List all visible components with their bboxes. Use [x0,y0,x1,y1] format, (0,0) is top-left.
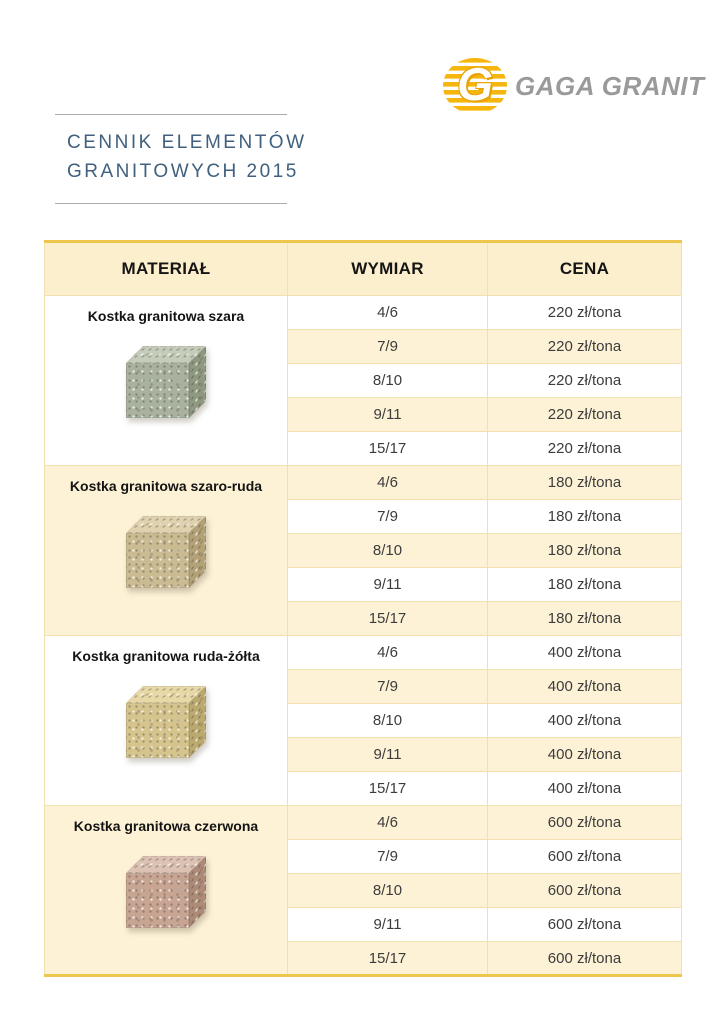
size-cell: 7/9 [287,499,488,534]
cube-front-face [126,873,189,928]
granite-cube-photo [126,516,206,588]
price-table: MATERIAŁ WYMIAR CENA Kostka granitowa sz… [44,240,682,977]
granite-cube-photo [126,686,206,758]
price-row: 7/9 600 zł/tona [45,839,682,874]
price-cell: 180 zł/tona [487,601,682,636]
material-cell: Kostka granitowa szaro-ruda [44,465,288,636]
price-row: 15/17 220 zł/tona [45,431,682,466]
price-cell: 220 zł/tona [487,295,682,330]
header-row: MATERIAŁ WYMIAR CENA [44,240,682,296]
price-cell: 400 zł/tona [487,771,682,806]
price-cell: 600 zł/tona [487,805,682,840]
material-cell: Kostka granitowa szara [44,295,288,466]
price-cell: 400 zł/tona [487,669,682,704]
size-cell: 15/17 [287,941,488,976]
column-header-material: MATERIAŁ [44,240,288,296]
material-cell: Kostka granitowa czerwona [44,805,288,976]
size-cell: 9/11 [287,737,488,772]
price-row: 15/17 600 zł/tona [45,941,682,976]
price-cell: 220 zł/tona [487,329,682,364]
price-row: 7/9 180 zł/tona [45,499,682,534]
material-cell: Kostka granitowa ruda-żółta [44,635,288,806]
material-name: Kostka granitowa czerwona [73,818,259,834]
size-cell: 8/10 [287,703,488,738]
size-cell: 15/17 [287,601,488,636]
logo-g-icon: G [443,58,507,114]
price-cell: 180 zł/tona [487,465,682,500]
logo-g-letter: G [457,58,493,110]
price-row: Kostka granitowa ruda-żółta 4/6 400 zł/t… [44,635,682,806]
size-cell: 7/9 [287,839,488,874]
price-cell: 220 zł/tona [487,397,682,432]
size-cell: 15/17 [287,431,488,466]
price-row: 7/9 220 zł/tona [45,329,682,364]
price-cell: 400 zł/tona [487,635,682,670]
size-cell: 15/17 [287,771,488,806]
price-row: 15/17 400 zł/tona [45,771,682,806]
size-cell: 8/10 [287,363,488,398]
price-cell: 180 zł/tona [487,499,682,534]
price-row: 9/11 400 zł/tona [45,737,682,772]
page-title-line2: GRANITOWYCH 2015 [67,161,299,183]
size-cell: 8/10 [287,533,488,568]
logo: G GAGA GRANIT [443,58,704,114]
material-name: Kostka granitowa szaro-ruda [69,478,263,494]
size-cell: 9/11 [287,567,488,602]
price-cell: 600 zł/tona [487,941,682,976]
material-name: Kostka granitowa szara [87,308,245,324]
size-cell: 4/6 [287,805,488,840]
price-cell: 600 zł/tona [487,907,682,942]
price-row: Kostka granitowa szara 4/6 220 zł/tona [44,295,682,466]
price-row: 8/10 180 zł/tona [45,533,682,568]
cube-front-face [126,533,189,588]
material-name: Kostka granitowa ruda-żółta [72,648,260,664]
size-cell: 4/6 [287,295,488,330]
price-cell: 600 zł/tona [487,873,682,908]
column-header-cena: CENA [487,240,682,296]
price-cell: 400 zł/tona [487,703,682,738]
price-cell: 400 zł/tona [487,737,682,772]
price-cell: 220 zł/tona [487,431,682,466]
price-row: 9/11 220 zł/tona [45,397,682,432]
price-cell: 600 zł/tona [487,839,682,874]
size-cell: 9/11 [287,907,488,942]
size-cell: 4/6 [287,635,488,670]
column-header-wymiar: WYMIAR [287,240,488,296]
granite-cube-photo [126,856,206,928]
price-cell: 220 zł/tona [487,363,682,398]
logo-text: GAGA GRANIT [515,70,705,101]
cube-front-face [126,363,189,418]
size-cell: 9/11 [287,397,488,432]
price-row: 9/11 600 zł/tona [45,907,682,942]
price-row: 9/11 180 zł/tona [45,567,682,602]
price-row: 15/17 180 zł/tona [45,601,682,636]
price-row: Kostka granitowa czerwona 4/6 600 zł/ton… [44,805,682,976]
price-cell: 180 zł/tona [487,533,682,568]
price-row: Kostka granitowa szaro-ruda 4/6 180 zł/t… [44,465,682,636]
price-cell: 180 zł/tona [487,567,682,602]
price-row: 8/10 400 zł/tona [45,703,682,738]
size-cell: 7/9 [287,329,488,364]
size-cell: 7/9 [287,669,488,704]
page-title-line1: CENNIK ELEMENTÓW [67,132,307,153]
size-cell: 8/10 [287,873,488,908]
granite-cube-photo [126,346,206,418]
title-block: CENNIK ELEMENTÓW GRANITOWYCH 2015 [55,114,307,204]
size-cell: 4/6 [287,465,488,500]
cube-front-face [126,703,189,758]
